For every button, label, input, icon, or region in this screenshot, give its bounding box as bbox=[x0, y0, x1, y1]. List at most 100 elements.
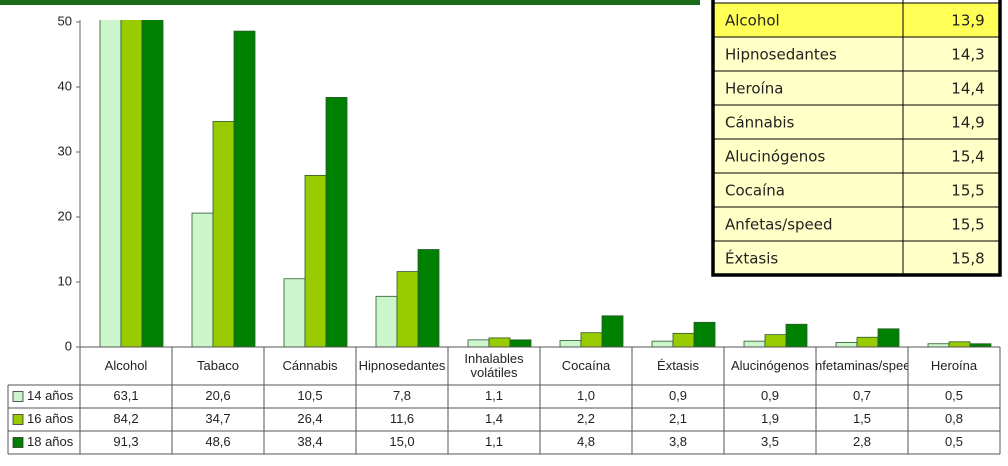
table-cell: Alcohol bbox=[725, 12, 780, 30]
table-cell: 15,4 bbox=[951, 148, 984, 166]
table-value: 0,5 bbox=[945, 434, 963, 449]
table-value: 0,8 bbox=[945, 411, 963, 426]
table-value: 91,3 bbox=[113, 434, 138, 449]
legend-label: 16 años bbox=[27, 411, 74, 426]
bar bbox=[120, 20, 143, 348]
y-tick-label: 30 bbox=[58, 143, 72, 158]
table-value: 2,8 bbox=[853, 434, 871, 449]
category-cell: Alucinógenos bbox=[730, 358, 810, 373]
bar bbox=[396, 271, 419, 348]
category-cell: Éxtasis bbox=[657, 358, 699, 373]
bar bbox=[785, 323, 808, 348]
y-tick-label: 40 bbox=[58, 78, 72, 93]
table-value: 10,5 bbox=[297, 388, 322, 403]
legend-swatch bbox=[12, 391, 24, 402]
y-tick-label: 10 bbox=[58, 273, 72, 288]
table-row bbox=[712, 138, 1001, 174]
bar bbox=[580, 332, 603, 348]
y-tick-label: 50 bbox=[58, 13, 72, 28]
x-tick-label: Cocaína bbox=[561, 358, 611, 373]
legend-label: 14 años bbox=[27, 388, 74, 403]
legend-label: 18 años bbox=[27, 434, 74, 449]
table-cell: 15,8 bbox=[951, 250, 984, 268]
table-value: 2,2 bbox=[577, 411, 595, 426]
table-value: 0,7 bbox=[853, 388, 871, 403]
table-value: 1,1 bbox=[485, 434, 503, 449]
bar bbox=[283, 278, 306, 348]
bar bbox=[99, 20, 122, 348]
bar bbox=[375, 295, 398, 348]
bar bbox=[764, 334, 787, 348]
table-value: 1,5 bbox=[853, 411, 871, 426]
table-row bbox=[712, 2, 1001, 38]
table-cell: Éxtasis bbox=[725, 249, 778, 268]
bar bbox=[467, 339, 490, 348]
x-tick-label: Heroína bbox=[930, 358, 978, 373]
category-cell: Cánnabis bbox=[282, 358, 338, 373]
table-cell: 15,5 bbox=[951, 216, 984, 234]
table-value: 2,1 bbox=[669, 411, 687, 426]
x-tick-label: Hipnosedantes bbox=[358, 358, 446, 373]
table-cell: 14,9 bbox=[951, 114, 984, 132]
x-tick-label: Alucinógenos bbox=[730, 358, 810, 373]
legend-swatch bbox=[12, 414, 24, 425]
table-value: 1,9 bbox=[761, 411, 779, 426]
x-tick-label: Éxtasis bbox=[657, 358, 699, 373]
bar bbox=[856, 336, 879, 348]
table-value: 7,8 bbox=[393, 388, 411, 403]
category-cell: Anfetaminas/speed bbox=[816, 359, 908, 373]
x-tick-label: Alcohol bbox=[104, 358, 148, 373]
bar bbox=[233, 30, 256, 348]
table-cell: Cánnabis bbox=[725, 114, 795, 132]
x-tick-label: Inhalables volátiles bbox=[464, 351, 524, 380]
category-cell: Alcohol bbox=[104, 358, 148, 373]
y-tick-label: 20 bbox=[58, 208, 72, 223]
table-value: 63,1 bbox=[113, 388, 138, 403]
bar bbox=[693, 321, 716, 348]
table-value: 1,1 bbox=[485, 388, 503, 403]
table-cell: 15,5 bbox=[951, 182, 984, 200]
x-tick-label: Tabaco bbox=[197, 358, 239, 373]
table-value: 3,5 bbox=[761, 434, 779, 449]
table-value: 11,6 bbox=[390, 411, 414, 426]
table-value: 15,0 bbox=[389, 434, 414, 449]
table-cell: Heroína bbox=[725, 80, 783, 98]
legend-swatch bbox=[12, 437, 24, 448]
category-cell: Tabaco bbox=[197, 358, 239, 373]
table-value: 48,6 bbox=[205, 434, 230, 449]
table-value: 0,9 bbox=[669, 388, 687, 403]
table-value: 1,0 bbox=[577, 388, 595, 403]
table-value: 4,8 bbox=[577, 434, 595, 449]
table-cell: Cocaína bbox=[725, 182, 785, 200]
table-value: 3,8 bbox=[669, 434, 687, 449]
table-value: 38,4 bbox=[297, 434, 322, 449]
table-value: 1,4 bbox=[485, 411, 503, 426]
bar bbox=[212, 121, 235, 348]
table-cell: Hipnosedantes bbox=[725, 46, 837, 64]
table-value: 26,4 bbox=[297, 411, 322, 426]
table-border bbox=[711, 0, 1002, 277]
table-cell: 14,4 bbox=[951, 80, 984, 98]
bar bbox=[325, 97, 348, 348]
bar bbox=[509, 339, 532, 348]
table-row bbox=[712, 240, 1001, 276]
bar bbox=[488, 337, 511, 348]
bar bbox=[304, 174, 327, 348]
bar bbox=[877, 328, 900, 348]
table-cell: Alucinógenos bbox=[725, 148, 825, 166]
table-value: 0,9 bbox=[761, 388, 779, 403]
bar bbox=[191, 212, 214, 348]
bar bbox=[601, 315, 624, 348]
y-tick-label: 0 bbox=[65, 338, 72, 353]
table-value: 0,5 bbox=[945, 388, 963, 403]
table-cell: Anfetas/speed bbox=[725, 216, 833, 234]
category-cell: Inhalables volátiles bbox=[464, 351, 524, 380]
bar bbox=[141, 20, 164, 348]
category-cell: Heroína bbox=[930, 358, 978, 373]
x-tick-label: Cánnabis bbox=[282, 358, 338, 373]
table-value: 20,6 bbox=[205, 388, 230, 403]
table-cell: 13,9 bbox=[951, 12, 984, 30]
table-value: 34,7 bbox=[205, 411, 230, 426]
bar bbox=[672, 332, 695, 348]
